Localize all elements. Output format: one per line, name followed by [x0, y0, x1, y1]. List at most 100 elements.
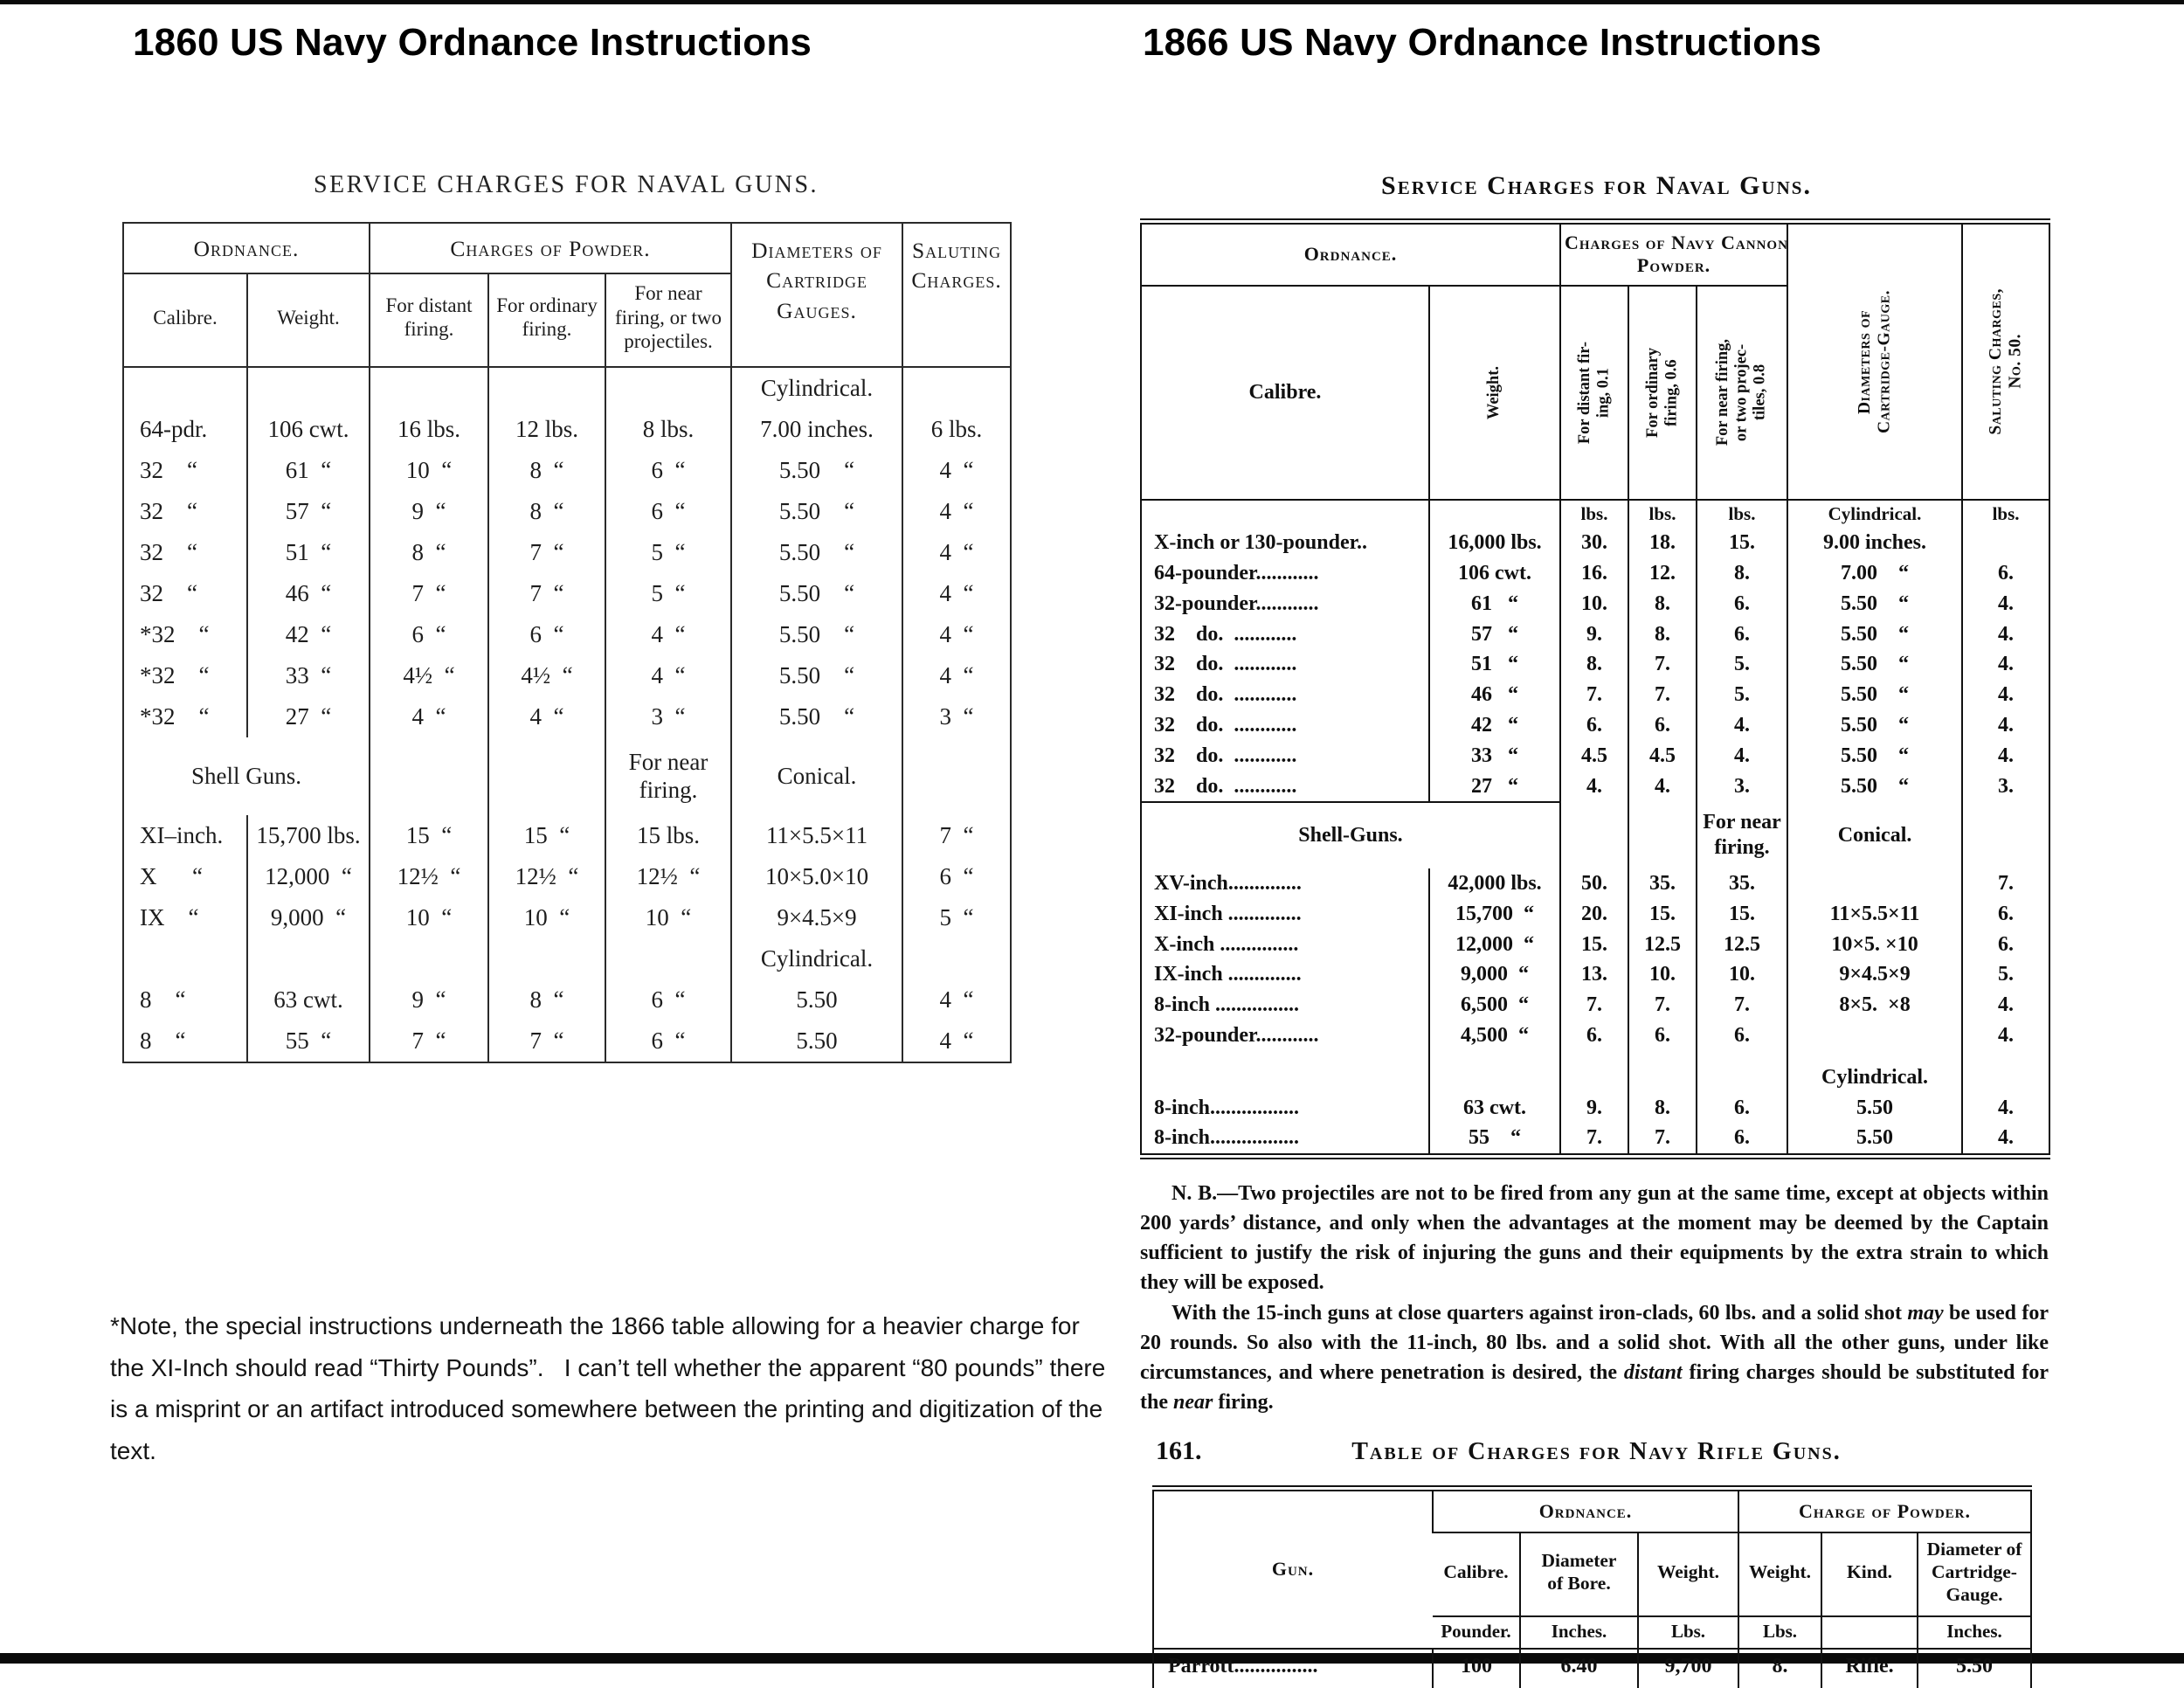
t1866-cell: 5.50 “	[1787, 680, 1963, 711]
t1866-cell: 6.	[1559, 710, 1628, 741]
rifle-cell: Rifle.	[1821, 1683, 1918, 1688]
left-page-title: 1860 US Navy Ordnance Instructions	[133, 21, 812, 64]
table-1860-caption: SERVICE CHARGES FOR NAVAL GUNS.	[313, 171, 819, 198]
t1866-cell: 51 “	[1428, 649, 1560, 681]
t1860-col-header-charges-of-powder: Charges of Powder.	[369, 223, 732, 274]
t1866-row: 8-inch................. 63 cwt. 9. 8. 6. 5.50…	[1141, 1092, 2050, 1124]
t1866-cell: 8.	[1628, 588, 1697, 619]
t1866-header-row-columns: Calibre. Weight. For distant fir- ing, 0…	[1141, 285, 2049, 502]
t1860-cell: 5.50 “	[730, 531, 903, 573]
rifle-cell: 5,400	[1637, 1683, 1738, 1688]
rifle-unit-kind-blank	[1821, 1615, 1918, 1650]
t1866-cell: 32 do. ............	[1154, 744, 1297, 767]
t1860-cell: 4 “	[902, 1020, 1012, 1062]
scan-1866: Service Charges for Naval Guns. Ordnance…	[1140, 171, 2053, 1688]
t1866-cell: For near firing.	[1695, 802, 1788, 869]
t1860-cell	[123, 938, 247, 979]
t1860-cell: 4 “	[369, 695, 489, 737]
t1866-row: X-inch ............... 12,000 “15. 12.5 12.…	[1141, 929, 2050, 960]
t1866-cell: 32 do. ............	[1154, 622, 1297, 646]
t1860-cell: 64-pdr.	[140, 415, 208, 442]
t1860-cell: 33 “	[245, 654, 370, 696]
t1866-cell: 3.	[1695, 771, 1788, 803]
t1866-cell: 15.	[1628, 898, 1697, 930]
table-1860-body: Cylindrical. 64-pdr. 106 cwt. 16 lbs. 12 lbs…	[123, 366, 1012, 1062]
t1866-cell: 4.	[1695, 740, 1788, 771]
t1860-cell: 9 “	[369, 490, 489, 532]
t1860-cell: 106 cwt.	[245, 408, 370, 450]
t1860-cell: For near firing.	[605, 737, 732, 815]
t1860-cell: IX “	[140, 903, 199, 930]
rifle-unit-lbs-charge: Lbs.	[1738, 1615, 1821, 1650]
t1860-cell: 57 “	[245, 490, 370, 532]
t1860-cell: 6 “	[605, 449, 732, 491]
t1860-cell: 6 “	[369, 613, 489, 655]
t1866-cell: lbs.	[1559, 500, 1628, 529]
t1860-cell: 5.50 “	[730, 613, 903, 655]
t1860-cell: 5.50	[730, 979, 903, 1020]
t1860-cell	[605, 937, 732, 979]
t1866-cell: 12.5	[1628, 929, 1697, 960]
t1866-cell: 12,000 “	[1428, 929, 1560, 960]
t1860-cell	[245, 366, 370, 409]
t1866-cell	[1628, 802, 1697, 869]
t1866-row: XI-inch .............. 15,700 “20. 15. 15. 1…	[1141, 898, 2050, 930]
t1866-row: 8-inch................. 55 “7. 7. 6. 5.50 4.	[1141, 1123, 2050, 1157]
t1866-cell: 15,700 “	[1428, 898, 1560, 930]
t1860-col-header-ordnance: Ordnance.	[123, 223, 370, 274]
rifle-cell: 100	[1432, 1648, 1520, 1684]
t1860-cell: 4 “	[902, 572, 1012, 614]
t1866-cell: 42 “	[1428, 710, 1560, 741]
t1860-cell: 8 “	[487, 490, 606, 532]
t1860-cell: 9×4.5×9	[730, 896, 903, 938]
nb-text-segment: firing.	[1213, 1390, 1274, 1414]
t1860-cell: 5 “	[605, 531, 732, 573]
t1860-cell: Cylindrical.	[730, 937, 903, 979]
t1860-cell	[487, 366, 606, 409]
t1860-row: 32 “ 61 “10 “8 “6 “5.50 “4 “	[123, 449, 1012, 491]
t1866-cell: 6.	[1961, 929, 2050, 960]
t1860-row: IX “9,000 “10 “10 “10 “9×4.5×9 5 “	[123, 896, 1012, 938]
nb-note: N. B.—Two projectiles are not to be fire…	[1140, 1179, 2049, 1417]
t1860-cell: 4 “	[902, 449, 1012, 491]
t1860-cell	[605, 366, 732, 409]
t1866-cell	[1695, 1050, 1788, 1093]
t1860-row: 32 “ 57 “9 “8 “6 “5.50 “4 “	[123, 490, 1012, 532]
t1866-cell: 4.5	[1559, 740, 1628, 771]
t1866-cell: 32 do. ............	[1154, 683, 1297, 707]
t1860-col-header-ordinary-firing: For ordinary firing.	[487, 273, 606, 368]
t1866-cell: XV-inch..............	[1154, 872, 1302, 896]
t1866-row: 32 do. ............ 57 “9. 8. 6. 5.50 “4.	[1141, 619, 2050, 650]
t1860-cell: 5.50	[730, 1020, 903, 1062]
t1866-row: 8-inch ................ 6,500 “7. 7. 7. 8×5.…	[1141, 990, 2050, 1021]
rifle-unit-pounder: Pounder.	[1433, 1615, 1520, 1650]
t1866-cell: 7.	[1628, 990, 1697, 1021]
t1866-cell: 9×4.5×9	[1787, 959, 1963, 991]
t1866-cell: 9.00 inches.	[1787, 528, 1963, 559]
t1866-cell: 5.50	[1787, 1092, 1963, 1124]
t1866-cell: 8.	[1628, 619, 1697, 650]
nb-text-segment: be used for 20 rounds. So also with the …	[1140, 1301, 2049, 1384]
t1866-cell: 32 do. ............	[1154, 714, 1297, 737]
t1866-cell: 4.	[1961, 990, 2050, 1021]
t1866-cell: 7.	[1559, 990, 1628, 1021]
t1860-cell: 4½ “	[487, 654, 606, 696]
t1860-cell: 4 “	[902, 979, 1012, 1020]
t1860-cell: 4 “	[487, 695, 606, 737]
t1860-cell: 9,000 “	[245, 896, 370, 938]
t1860-cell: 15 “	[487, 814, 606, 856]
t1860-cell: 61 “	[245, 449, 370, 491]
t1860-cell: 4 “	[902, 490, 1012, 532]
t1860-cell: 7 “	[487, 531, 606, 573]
t1860-cell: 6 “	[605, 979, 732, 1020]
rifle-col-header-gun: Gun.	[1153, 1488, 1433, 1650]
rifle-col-header-bore: Diameter of Bore.	[1519, 1532, 1638, 1617]
rifle-cell: 4.60	[1917, 1683, 2031, 1688]
t1866-row: Shell-Guns. For near firing. Conical.	[1141, 801, 2050, 869]
t1860-cell: 8 lbs.	[605, 408, 732, 450]
t1866-cell: 9.	[1559, 619, 1628, 650]
scan-1860: SERVICE CHARGES FOR NAVAL GUNS. Ordnance…	[122, 171, 1013, 1063]
t1860-cell: 12½ “	[487, 855, 606, 897]
t1860-cell: 15 “	[369, 814, 489, 856]
